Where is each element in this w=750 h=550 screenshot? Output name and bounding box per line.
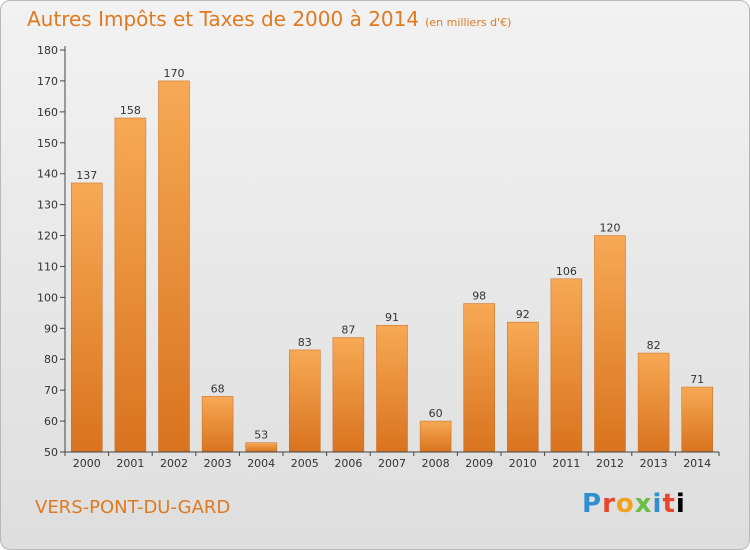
chart-title: Autres Impôts et Taxes de 2000 à 2014 (en… [27, 7, 511, 31]
bar-value-label: 60 [429, 407, 443, 420]
x-tick-label: 2008 [422, 457, 450, 470]
bar-value-label: 53 [254, 429, 268, 442]
x-tick-label: 2007 [378, 457, 406, 470]
commune-name: VERS-PONT-DU-GARD [35, 497, 231, 518]
x-tick-label: 2002 [160, 457, 188, 470]
axes-group: 50 60 70 80 90 100 110 120 130 140 150 160 170 180 200… [37, 44, 720, 470]
y-tick-label: 80 [44, 353, 58, 366]
chart-title-text: Autres Impôts et Taxes de 2000 à 2014 [27, 7, 420, 31]
bar-value-label: 158 [120, 104, 141, 117]
bar-2012 [594, 235, 626, 453]
y-tick-label: 90 [44, 322, 58, 335]
bar-value-label: 106 [556, 265, 577, 278]
bar-2013 [637, 352, 670, 453]
bar-value-label: 120 [600, 222, 621, 235]
y-tick-label: 120 [37, 230, 58, 243]
x-tick-label: 2001 [116, 457, 144, 470]
chart-unit: (en milliers d'€) [425, 16, 512, 29]
y-tick-label: 170 [37, 75, 58, 88]
bar-value-label: 98 [472, 290, 486, 303]
bar-2006 [332, 337, 365, 453]
x-tick-label: 2011 [552, 457, 580, 470]
bar-2003 [201, 396, 234, 453]
x-tick-label: 2012 [596, 457, 624, 470]
bar-value-label: 170 [164, 67, 185, 80]
y-tick-label: 140 [37, 168, 58, 181]
bar-2002 [158, 80, 190, 453]
bar-2001 [114, 117, 147, 453]
bar-2008 [419, 420, 452, 453]
bar-value-label: 83 [298, 336, 312, 349]
bar-2007 [376, 324, 408, 453]
logo-letter: o [615, 489, 635, 519]
y-tick-label: 110 [37, 260, 58, 273]
y-tick-label: 50 [44, 446, 58, 459]
bar-value-label: 87 [341, 324, 355, 337]
y-tick-label: 180 [37, 44, 58, 57]
x-tick-label: 2006 [334, 457, 362, 470]
bar-2011 [550, 278, 583, 453]
bar-value-label: 82 [647, 339, 661, 352]
bar-2005 [289, 349, 321, 453]
y-tick-label: 60 [44, 415, 58, 428]
bar-value-label: 137 [76, 169, 97, 182]
bar-value-label: 92 [516, 308, 530, 321]
bar-2004 [245, 442, 277, 453]
y-tick-label: 150 [37, 137, 58, 150]
x-tick-label: 2009 [465, 457, 493, 470]
logo-letter: i [675, 489, 686, 519]
bar-2009 [463, 303, 495, 453]
x-tick-label: 2003 [204, 457, 232, 470]
x-tick-label: 2013 [640, 457, 668, 470]
y-tick-label: 130 [37, 199, 58, 212]
bar-value-label: 71 [690, 373, 704, 386]
bar-2014 [681, 386, 713, 453]
logo-letter: i [652, 489, 663, 519]
proxiti-logo: Proxiti [582, 489, 686, 519]
bar-value-label: 91 [385, 311, 399, 324]
x-tick-label: 2014 [683, 457, 711, 470]
logo-letter: P [582, 489, 603, 519]
bar-value-label: 68 [211, 382, 225, 395]
x-tick-label: 2004 [247, 457, 275, 470]
y-tick-label: 100 [37, 291, 58, 304]
logo-letter: t [662, 489, 676, 519]
bar-2010 [507, 321, 539, 453]
bar-2000 [71, 182, 103, 453]
x-tick-label: 2000 [73, 457, 101, 470]
logo-letter: x [634, 489, 653, 519]
y-tick-label: 70 [44, 384, 58, 397]
bars-group: 137 158 170 68 53 83 87 91 60 98 92 106 120 82 71 [71, 67, 713, 453]
y-tick-label: 160 [37, 106, 58, 119]
logo-letter: r [602, 489, 616, 519]
x-tick-label: 2005 [291, 457, 319, 470]
x-tick-label: 2010 [509, 457, 537, 470]
